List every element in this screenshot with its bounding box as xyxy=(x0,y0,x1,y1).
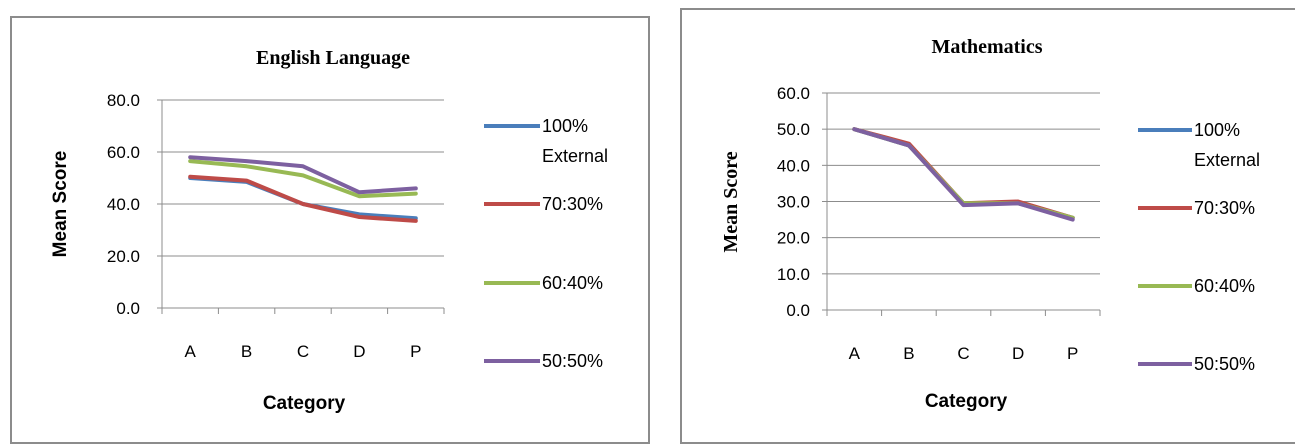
math-y-tick-label: 10.0 xyxy=(777,265,810,284)
math-y-axis-title: Mean Score xyxy=(720,151,742,252)
math-y-tick-label: 0.0 xyxy=(786,301,810,320)
math-y-tick-label: 20.0 xyxy=(777,229,810,248)
english-chart-svg: English Language 0.0 20.0 40.0 60.0 80.0 A B C D P… xyxy=(50,47,608,414)
math-legend-label-3: 60:40% xyxy=(1194,276,1255,296)
english-y-tick-label: 0.0 xyxy=(116,299,140,318)
math-legend-label-1: 100% xyxy=(1194,120,1240,140)
math-x-axis-title: Category xyxy=(925,391,1008,412)
english-series-line-3 xyxy=(188,159,418,199)
english-legend-label-4: 50:50% xyxy=(542,351,603,371)
math-series-line-4 xyxy=(852,127,1075,222)
math-category-label: P xyxy=(1067,344,1078,363)
math-category-label: B xyxy=(903,344,914,363)
english-legend-label-1: External xyxy=(542,146,608,166)
math-y-tick-label: 40.0 xyxy=(777,156,810,175)
english-y-tick-label: 20.0 xyxy=(107,247,140,266)
math-category-label: D xyxy=(1012,344,1024,363)
english-legend-label-3: 60:40% xyxy=(542,273,603,293)
math-category-label: C xyxy=(957,344,969,363)
english-category-label: A xyxy=(185,342,197,361)
english-legend-label-1: 100% xyxy=(542,116,588,136)
math-legend-label-4: 50:50% xyxy=(1194,354,1255,374)
english-legend-label-2: 70:30% xyxy=(542,194,603,214)
math-y-tick-label: 50.0 xyxy=(777,120,810,139)
english-category-label: P xyxy=(410,342,421,361)
math-y-tick-label: 60.0 xyxy=(777,84,810,103)
english-series-line-2 xyxy=(188,174,418,223)
english-chart-title: English Language xyxy=(256,47,410,69)
mathematics-chart: Mathematics 0.0 10.0 20.0 30.0 40.0 50.0 60.0 A B… xyxy=(680,8,1295,444)
english-series-line-4 xyxy=(188,155,418,195)
english-category-label: C xyxy=(297,342,309,361)
english-y-tick-label: 80.0 xyxy=(107,91,140,110)
mathematics-chart-svg: Mathematics 0.0 10.0 20.0 30.0 40.0 50.0 60.0 A B… xyxy=(720,36,1260,412)
math-category-label: A xyxy=(849,344,861,363)
english-x-axis-title: Category xyxy=(263,393,346,414)
math-y-tick-label: 30.0 xyxy=(777,193,810,212)
english-category-label: B xyxy=(241,342,252,361)
english-y-tick-label: 40.0 xyxy=(107,195,140,214)
math-chart-title: Mathematics xyxy=(931,36,1042,58)
english-category-label: D xyxy=(353,342,365,361)
english-series-line-1 xyxy=(188,176,418,221)
english-y-axis-title: Mean Score xyxy=(50,151,71,258)
english-language-chart: English Language 0.0 20.0 40.0 60.0 80.0 A B C D P… xyxy=(10,16,650,444)
math-legend-label-1: External xyxy=(1194,150,1260,170)
math-legend-label-2: 70:30% xyxy=(1194,198,1255,218)
english-y-tick-label: 60.0 xyxy=(107,143,140,162)
